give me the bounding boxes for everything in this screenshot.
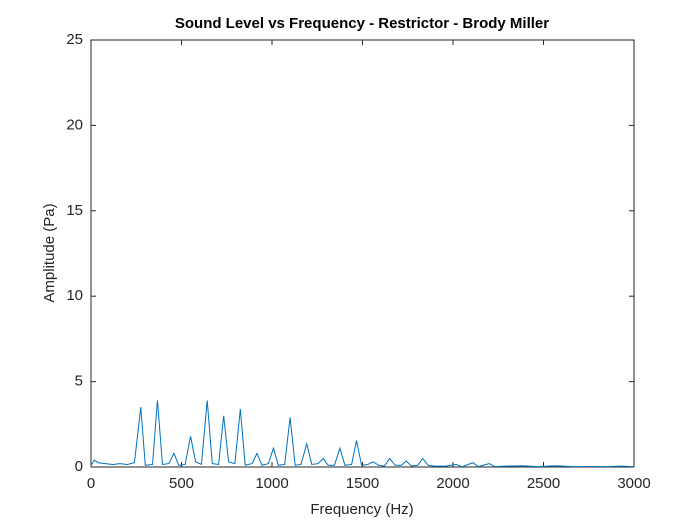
- x-tick-label: 3000: [617, 475, 650, 492]
- y-axis-label: Amplitude (Pa): [41, 203, 58, 302]
- x-tick-label: 2000: [436, 475, 469, 492]
- y-tick-label: 10: [66, 287, 83, 304]
- y-tick-label: 25: [66, 31, 83, 48]
- x-tick-label: 500: [169, 475, 194, 492]
- x-tick-label: 1000: [255, 475, 288, 492]
- data-line: [90, 400, 635, 468]
- plot-frame: [90, 39, 635, 468]
- chart-title: Sound Level vs Frequency - Restrictor - …: [175, 15, 549, 32]
- y-tick-label: 5: [75, 373, 83, 390]
- x-tick-label: 2500: [527, 475, 560, 492]
- y-tick-label: 20: [66, 116, 83, 133]
- y-tick-label: 0: [75, 458, 83, 475]
- x-axis-label: Frequency (Hz): [310, 501, 413, 518]
- x-tick-label: 1500: [346, 475, 379, 492]
- x-tick-label: 0: [87, 475, 95, 492]
- y-tick-label: 15: [66, 202, 83, 219]
